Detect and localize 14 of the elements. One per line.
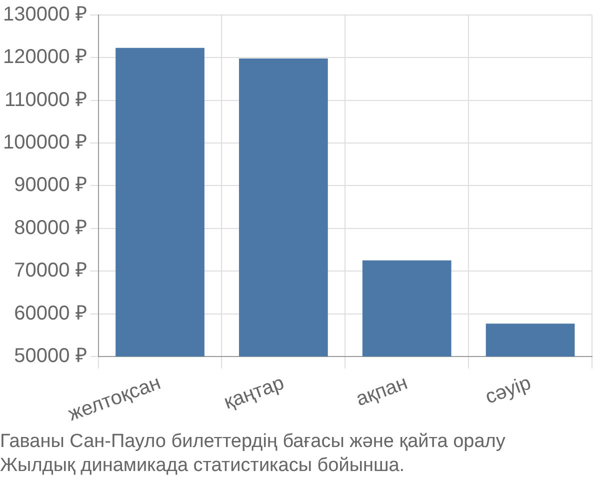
text: Гаваны Сан-Пауло билеттердің бағасы және қайта оралу	[0, 430, 506, 454]
x-tick-label: қаңтар	[221, 372, 288, 414]
y-tick-label: 80000 ₽	[14, 216, 88, 239]
y-tick-label: 90000 ₽	[14, 174, 88, 196]
x-tick-label: сәуір	[482, 372, 534, 409]
y-tick-label: 50000 ₽	[14, 344, 88, 367]
x-tick-label: ақпан	[353, 372, 410, 411]
y-tick-label: 70000 ₽	[14, 260, 88, 282]
y-tick-label: 100000 ₽	[3, 132, 88, 154]
y-tick-label: 60000 ₽	[14, 302, 88, 324]
y-tick-label: 130000 ₽	[3, 4, 88, 26]
text: Жылдық динамикада статистикасы бойынша.	[0, 454, 406, 478]
y-tick-label: 120000 ₽	[3, 46, 88, 68]
y-tick-label: 110000 ₽	[4, 88, 88, 111]
